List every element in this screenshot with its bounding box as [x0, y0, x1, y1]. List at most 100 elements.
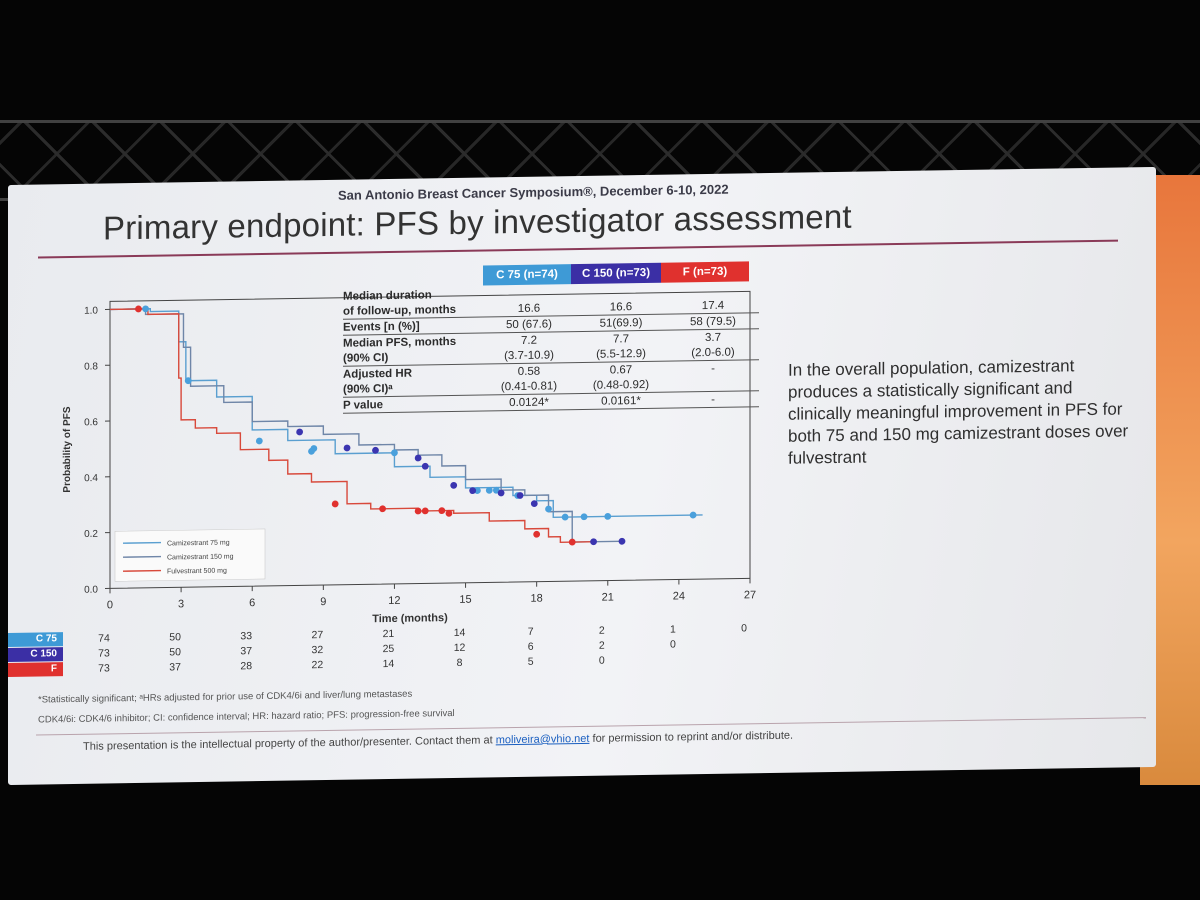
censor-point	[421, 507, 429, 515]
cell: (3.7-10.9)	[483, 347, 575, 365]
risk-count: 27	[311, 629, 324, 642]
plot-legend: Camizestrant 75 mg Camizestrant 150 mg Ful…	[114, 528, 266, 582]
risk-count: 25	[382, 642, 395, 656]
censor-point	[604, 513, 612, 520]
risk-count: 1	[669, 623, 676, 636]
x-tick-label: 21	[602, 591, 614, 603]
risk-count: 37	[169, 661, 181, 674]
x-tick-label: 9	[320, 596, 326, 608]
risk-count: 14	[453, 626, 466, 639]
censor-point	[545, 505, 552, 513]
y-tick-label: 0.6	[84, 417, 98, 428]
censor-point	[516, 492, 524, 499]
censor-point	[296, 428, 304, 436]
cell: 3.7	[705, 331, 721, 344]
risk-row-label: C 75	[8, 632, 63, 647]
legend-swatch	[123, 569, 161, 572]
cell: 51(69.9)	[575, 314, 667, 332]
x-axis-label: Time (months)	[372, 612, 448, 625]
legend-label: Camizestrant 75 mg	[167, 540, 230, 548]
x-tick-label: 6	[249, 597, 255, 609]
censor-point	[255, 437, 263, 445]
risk-count: 6	[527, 640, 534, 653]
cell: 17.4	[667, 297, 759, 315]
x-tick-label: 18	[531, 593, 543, 605]
censor-point	[590, 538, 597, 546]
risk-count: 73	[98, 662, 110, 675]
censor-marks	[135, 305, 697, 546]
legend-swatch	[123, 541, 161, 544]
censor-point	[421, 462, 429, 470]
x-tick-label: 15	[459, 594, 471, 606]
risk-count: 8	[456, 656, 463, 669]
x-tick-label: 27	[744, 589, 756, 601]
risk-count: 5	[527, 655, 534, 668]
censor-point	[530, 500, 538, 508]
censor-point	[474, 487, 481, 494]
y-tick-label: 0.8	[84, 361, 98, 372]
censor-point	[568, 538, 576, 546]
censor-point	[485, 486, 493, 494]
km-curve-1	[110, 308, 620, 543]
cell: -	[711, 362, 715, 375]
cell: 0.67	[609, 363, 633, 377]
y-tick-label: 0.4	[84, 473, 98, 484]
stats-table: Median duration of follow-up, months 16.…	[343, 282, 759, 414]
censor-point	[135, 305, 142, 313]
col-header-c150: C 150 (n=73)	[571, 262, 661, 285]
risk-count: 7	[527, 625, 534, 638]
cell	[667, 375, 759, 393]
censor-point	[184, 377, 192, 385]
risk-count: 14	[382, 657, 395, 671]
censor-point	[445, 509, 453, 517]
censor-point	[379, 505, 386, 513]
y-tick-label: 1.0	[84, 306, 98, 317]
col-header-c75: C 75 (n=74)	[483, 264, 571, 286]
censor-point	[497, 489, 505, 497]
plot-curves	[110, 308, 703, 543]
risk-count: 2	[598, 639, 605, 652]
slide: San Antonio Breast Cancer Symposium®, De…	[8, 166, 1156, 786]
risk-count: 28	[240, 660, 253, 673]
legend-label: Camizestrant 150 mg	[167, 553, 234, 561]
cell: 58 (79.5)	[667, 312, 759, 331]
risk-count: 0	[741, 622, 747, 635]
risk-count: 0	[598, 654, 605, 667]
risk-count: 74	[98, 632, 110, 645]
cell: 50 (67.6)	[483, 315, 575, 334]
x-tick-label: 12	[388, 595, 400, 607]
censor-point	[533, 530, 541, 538]
risk-count: 12	[453, 641, 466, 654]
km-plot: 0 3 6 9 12 15 18 21 24 27 0.0 0.2 0.4 0.6 0.8 1.0 Time (…	[62, 290, 756, 625]
censor-point	[343, 444, 351, 452]
risk-count: 37	[240, 645, 253, 658]
cell: 0.0161*	[575, 392, 667, 410]
cell: 0.0124*	[483, 393, 575, 412]
cell: 16.6	[575, 298, 667, 316]
plot-frame	[109, 290, 751, 589]
x-tick-label: 0	[107, 599, 113, 611]
cell: 16.6	[483, 300, 575, 318]
y-tick-label: 0.2	[84, 529, 98, 540]
cell: (2.0-6.0)	[667, 344, 759, 362]
censor-point	[580, 513, 588, 521]
risk-count: 73	[98, 647, 110, 660]
censor-point	[561, 513, 569, 521]
y-axis-label: Probability of PFS	[62, 406, 73, 493]
censor-point	[414, 507, 422, 515]
risk-count: 0	[669, 638, 676, 651]
risk-count: 22	[311, 659, 324, 672]
y-tick-label: 0.0	[84, 585, 98, 596]
cell: -	[667, 390, 759, 409]
x-tick-label: 3	[178, 598, 184, 610]
contact-email-link[interactable]: moliveira@vhio.net	[495, 732, 590, 747]
cell: (0.41-0.81)	[483, 378, 575, 396]
censor-point	[414, 454, 422, 462]
censor-point	[689, 511, 697, 519]
cell: 7.2	[521, 334, 537, 347]
censor-point	[438, 507, 446, 515]
cell: 7.7	[613, 332, 629, 345]
cell: 0.58	[517, 365, 541, 378]
censor-point	[372, 446, 379, 454]
cell: (5.5-12.9)	[575, 345, 667, 363]
